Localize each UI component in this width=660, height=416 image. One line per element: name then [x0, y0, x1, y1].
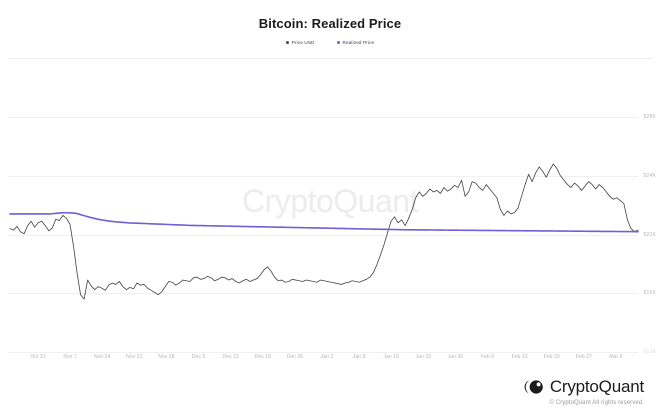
series-line-price-usd	[9, 163, 639, 300]
x-axis-tick-label: Nov 28	[158, 354, 175, 360]
x-axis-tick-label: Dec 12	[222, 354, 239, 360]
watermark: CryptoQuant	[242, 183, 418, 219]
x-axis-tick-label: Nov 21	[126, 354, 143, 360]
gridline	[8, 352, 638, 353]
cryptoquant-logo-icon	[524, 380, 543, 394]
x-axis-tick-label: Oct 31	[30, 354, 46, 360]
legend-item-label: Realized Price	[342, 40, 375, 45]
y-axis-tick-label: $16K	[643, 290, 656, 297]
chart-legend: Price USD Realized Price	[0, 40, 660, 45]
brand-name: CryptoQuant	[549, 377, 644, 396]
y-axis-tick-label: $24K	[643, 172, 656, 179]
x-axis-tick-label: Jan 2	[320, 354, 334, 360]
y-axis-tick-label: $12K	[643, 349, 656, 355]
plot-top-border	[8, 58, 652, 59]
x-axis-tick-label: Jan 23	[415, 354, 432, 360]
x-axis-tick-label: Nov 7	[63, 354, 77, 360]
x-axis-tick-label: Dec 26	[286, 354, 304, 360]
x-axis-tick-label: Feb 20	[543, 354, 560, 360]
page-title: Bitcoin: Realized Price	[258, 16, 402, 31]
y-axis-tick-label: $20K	[643, 231, 656, 238]
x-axis-tick-label: Feb 13	[511, 354, 528, 360]
legend-item[interactable]: Price USD	[285, 40, 315, 45]
x-axis-tick-label: Nov 14	[93, 354, 111, 360]
x-axis-tick-label: Jan 9	[352, 354, 366, 360]
series-canvas	[9, 163, 639, 300]
x-axis-tick-label: Jan 30	[447, 354, 464, 360]
gridline	[8, 175, 638, 177]
legend-marker-icon	[285, 41, 289, 44]
x-axis-tick-label: Feb 27	[575, 354, 592, 360]
copyright-text: © CryptoQuant All rights reserved.	[549, 400, 644, 406]
legend-item-label: Price USD	[291, 40, 315, 45]
gridline	[8, 234, 638, 236]
x-axis-ticks: Oct 31 Nov 7 Nov 14 Nov 21 Nov 28 Dec 5 Dec 12…	[0, 352, 660, 366]
plot-area: $28K $24K $20K $16K $12K	[0, 58, 660, 355]
footer: CryptoQuant © CryptoQuant All rights res…	[524, 377, 644, 406]
x-axis-tick-label: Dec 5	[191, 354, 206, 360]
series-line-realized-price	[9, 211, 639, 233]
legend-marker-icon	[336, 41, 340, 44]
x-axis-tick-label: Mar 6	[609, 354, 623, 360]
gridline	[8, 117, 638, 118]
x-axis-tick-label: Jan 16	[383, 354, 400, 360]
legend-item[interactable]: Realized Price	[336, 40, 375, 45]
x-axis-tick-label: Feb 6	[480, 354, 495, 360]
brand-row: CryptoQuant	[524, 377, 644, 397]
y-axis-tick-label: $28K	[643, 114, 656, 120]
gridline	[8, 293, 638, 295]
x-axis-tick-label: Dec 19	[254, 354, 271, 360]
